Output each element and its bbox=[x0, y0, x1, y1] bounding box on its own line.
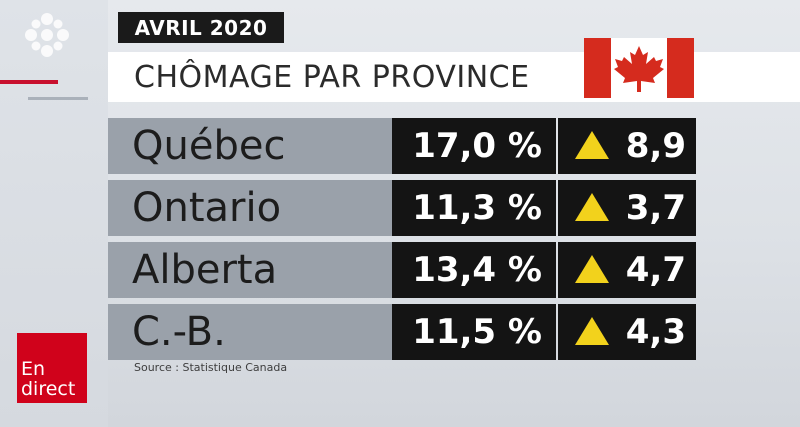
change-cell: 4,3 bbox=[558, 304, 696, 360]
up-triangle-icon bbox=[575, 193, 609, 221]
live-badge-line2: direct bbox=[21, 378, 76, 400]
table-row: C.-B. 11,5 % 4,3 bbox=[108, 304, 696, 360]
unemployment-rate: 11,5 % bbox=[392, 304, 556, 360]
date-badge: AVRIL 2020 bbox=[118, 12, 284, 43]
change-cell: 8,9 bbox=[558, 118, 696, 174]
province-name: Alberta bbox=[108, 242, 392, 298]
change-value: 3,7 bbox=[625, 188, 686, 228]
cbc-gem-logo-icon bbox=[25, 13, 69, 57]
unemployment-rate: 13,4 % bbox=[392, 242, 556, 298]
change-value: 8,9 bbox=[625, 126, 686, 166]
up-triangle-icon bbox=[575, 131, 609, 159]
province-name: C.-B. bbox=[108, 304, 392, 360]
table-row: Alberta 13,4 % 4,7 bbox=[108, 242, 696, 298]
change-value: 4,7 bbox=[625, 250, 686, 290]
change-cell: 3,7 bbox=[558, 180, 696, 236]
unemployment-rate: 17,0 % bbox=[392, 118, 556, 174]
change-cell: 4,7 bbox=[558, 242, 696, 298]
province-name: Ontario bbox=[108, 180, 392, 236]
change-value: 4,3 bbox=[625, 312, 686, 352]
unemployment-table: Québec 17,0 % 8,9 Ontario 11,3 % 3,7 Alb… bbox=[108, 118, 696, 366]
live-badge-line1: En bbox=[21, 358, 46, 380]
up-triangle-icon bbox=[575, 255, 609, 283]
province-name: Québec bbox=[108, 118, 392, 174]
canada-flag-icon bbox=[584, 38, 694, 98]
page-title: CHÔMAGE PAR PROVINCE bbox=[134, 60, 530, 95]
source-note: Source : Statistique Canada bbox=[134, 361, 288, 374]
title-bar: CHÔMAGE PAR PROVINCE bbox=[108, 38, 800, 102]
table-row: Québec 17,0 % 8,9 bbox=[108, 118, 696, 174]
live-badge: En direct bbox=[17, 333, 87, 403]
unemployment-rate: 11,3 % bbox=[392, 180, 556, 236]
table-row: Ontario 11,3 % 3,7 bbox=[108, 180, 696, 236]
gray-divider bbox=[28, 97, 88, 100]
up-triangle-icon bbox=[575, 317, 609, 345]
red-divider bbox=[0, 80, 58, 84]
